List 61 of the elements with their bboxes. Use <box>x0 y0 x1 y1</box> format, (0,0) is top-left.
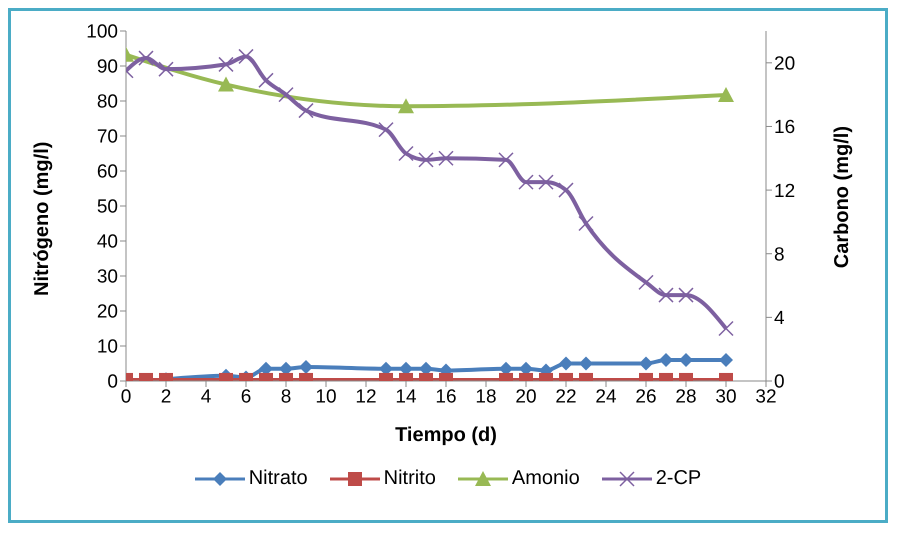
point <box>298 102 314 118</box>
point <box>578 216 594 232</box>
y-tick-label: 90 <box>96 56 118 78</box>
point <box>418 152 434 168</box>
x-tick-label: 14 <box>395 386 417 408</box>
x-tick-label: 20 <box>515 386 537 408</box>
y2-tick-label: 4 <box>774 308 785 330</box>
y-tick-label: 50 <box>96 196 118 218</box>
legend-label: Amonio <box>512 467 580 490</box>
x-tick-label: 12 <box>355 386 377 408</box>
point <box>438 150 454 166</box>
point <box>718 320 734 336</box>
y2-axis-title: Carbono (mg/l) <box>831 126 854 268</box>
point <box>218 56 234 72</box>
x-tick-label: 8 <box>280 386 292 408</box>
y2-tick-label: 12 <box>774 180 796 202</box>
y-tick-label: 20 <box>96 302 118 323</box>
x-tick-label: 2 <box>160 386 172 408</box>
point <box>158 61 174 77</box>
y-tick-label: 80 <box>96 92 118 113</box>
point <box>498 152 514 168</box>
y2-tick-label: 0 <box>774 372 785 393</box>
y2-tick-label: 8 <box>774 244 785 266</box>
point <box>518 174 534 190</box>
point <box>398 146 414 162</box>
x-tick-label: 18 <box>475 386 497 408</box>
y-axis-title: Nitrógeno (mg/l) <box>31 142 54 296</box>
x-tick-label: 32 <box>755 386 777 408</box>
x-tick-label: 28 <box>675 386 697 408</box>
x-axis-title: Tiempo (d) <box>395 424 497 446</box>
y-tick-label: 30 <box>96 266 118 288</box>
y2-tick-label: 20 <box>774 54 796 75</box>
x-tick-label: 6 <box>240 386 252 408</box>
x-tick-label: 0 <box>120 386 132 408</box>
x-tick-label: 22 <box>555 386 577 408</box>
x-tick-label: 30 <box>715 386 737 408</box>
y-tick-label: 100 <box>86 22 118 43</box>
point <box>278 86 294 102</box>
y-tick-label: 0 <box>107 372 118 393</box>
point <box>638 274 654 290</box>
legend-label: 2-CP <box>656 467 702 490</box>
point <box>658 287 674 303</box>
y-tick-label: 10 <box>96 336 118 358</box>
y-tick-label: 70 <box>96 126 118 148</box>
point <box>558 182 574 198</box>
x-tick-label: 10 <box>315 386 337 408</box>
x-tick-label: 26 <box>635 386 657 408</box>
point <box>258 72 274 88</box>
point <box>678 287 694 303</box>
y-tick-label: 60 <box>96 162 118 183</box>
legend-label: Nitrato <box>248 467 308 490</box>
x-tick-label: 24 <box>595 386 617 408</box>
y-tick-label: 40 <box>96 232 118 253</box>
point <box>378 122 394 138</box>
x-tick-label: 4 <box>200 386 212 408</box>
x-tick-label: 16 <box>435 386 457 408</box>
legend-label: Nitrito <box>384 467 436 490</box>
y2-tick-label: 16 <box>774 117 796 138</box>
point <box>538 174 554 190</box>
point <box>138 50 154 66</box>
point <box>238 48 254 64</box>
